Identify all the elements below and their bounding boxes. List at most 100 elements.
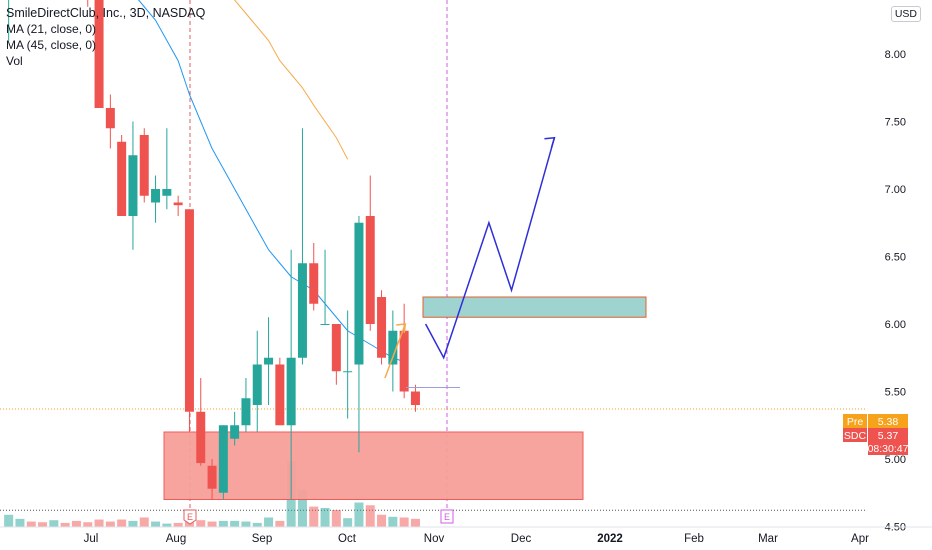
candle-body bbox=[388, 330, 398, 365]
y-tick-label: 5.50 bbox=[885, 387, 906, 399]
volume-bar bbox=[399, 517, 409, 527]
candle-body bbox=[275, 364, 285, 426]
volume-bar bbox=[320, 507, 330, 527]
y-tick-label: 7.00 bbox=[885, 184, 906, 196]
candle-body bbox=[207, 465, 217, 489]
legend-ma21[interactable]: MA (21, close, 0) bbox=[6, 22, 97, 36]
volume-bar bbox=[71, 520, 81, 527]
legend-vol[interactable]: Vol bbox=[6, 54, 23, 68]
sdc-tag-value-box bbox=[868, 428, 908, 455]
volume-bar bbox=[365, 505, 375, 527]
candle-body bbox=[128, 155, 138, 216]
volume-bar bbox=[230, 520, 240, 527]
candle-body bbox=[320, 324, 330, 325]
candle-body bbox=[264, 357, 274, 365]
volume-bar bbox=[38, 522, 48, 527]
volume-bar bbox=[162, 523, 172, 527]
volume-bar bbox=[60, 522, 70, 527]
volume-bar bbox=[4, 514, 14, 527]
volume-bar bbox=[94, 519, 104, 527]
candle-body bbox=[410, 391, 420, 405]
volume-bar bbox=[139, 517, 149, 527]
candle-body bbox=[343, 371, 353, 373]
pre-tag-label-box bbox=[843, 414, 867, 428]
candle-body bbox=[117, 141, 127, 216]
volume-bar bbox=[377, 514, 387, 527]
candle-body bbox=[218, 425, 228, 493]
volume-bar bbox=[151, 521, 161, 527]
future-earnings-marker: E bbox=[440, 509, 454, 524]
candle-body bbox=[139, 135, 149, 196]
candle-body bbox=[354, 222, 364, 365]
support-zone bbox=[163, 431, 584, 500]
x-tick-label: Apr bbox=[851, 533, 869, 545]
legend-title[interactable]: SmileDirectClub, Inc., 3D, NASDAQ bbox=[6, 6, 206, 20]
candle-body bbox=[105, 108, 115, 129]
legend-ma45[interactable]: MA (45, close, 0) bbox=[6, 38, 97, 52]
earnings-badge bbox=[183, 509, 197, 525]
sdc-tag-label-box bbox=[843, 428, 867, 442]
volume-bar bbox=[343, 518, 353, 527]
x-tick-label: Feb bbox=[684, 533, 704, 545]
target-zone bbox=[422, 296, 647, 318]
volume-bar bbox=[218, 520, 228, 527]
candle-body bbox=[399, 330, 409, 392]
earnings-badge-label: E bbox=[187, 512, 193, 522]
volume-bar bbox=[264, 517, 274, 527]
earnings-badge-label: E bbox=[444, 512, 450, 522]
time-axis[interactable]: Jul Aug Sep Oct Nov Dec 2022 Feb Mar Apr E E bbox=[0, 509, 932, 545]
volume-bar bbox=[196, 520, 206, 527]
x-tick-label: Mar bbox=[758, 533, 778, 545]
volume-bar bbox=[128, 520, 138, 527]
drawing-zones[interactable] bbox=[163, 296, 647, 500]
volume-bar bbox=[241, 521, 251, 527]
x-tick-label: Sep bbox=[252, 533, 272, 545]
volume-bar bbox=[117, 519, 127, 527]
forecast-arrow bbox=[384, 323, 406, 379]
sdc-tag-value: 5.37 bbox=[878, 430, 899, 442]
y-tick-label: 7.50 bbox=[885, 117, 906, 129]
ma21-line bbox=[137, 0, 405, 363]
candle-body bbox=[151, 189, 161, 203]
candle-body bbox=[309, 263, 319, 304]
pre-tag-label: Pre bbox=[847, 416, 864, 428]
candle-body bbox=[377, 297, 387, 358]
forecast-arrowhead bbox=[396, 323, 407, 334]
volume-bar bbox=[275, 520, 285, 527]
x-tick-label: Dec bbox=[511, 533, 532, 545]
x-tick-label: Jul bbox=[84, 533, 99, 545]
volume-bar bbox=[173, 522, 183, 527]
candle-body bbox=[286, 357, 296, 426]
volume-bar bbox=[410, 518, 420, 527]
volume-bar bbox=[252, 522, 262, 527]
currency-button[interactable]: USD bbox=[890, 6, 921, 22]
candle-body bbox=[241, 398, 251, 426]
earnings-badge bbox=[440, 509, 454, 524]
x-tick-label: Oct bbox=[338, 533, 357, 545]
x-tick-label: Aug bbox=[166, 533, 186, 545]
y-tick-label: 8.00 bbox=[885, 49, 906, 61]
volume-bar bbox=[15, 518, 25, 527]
candlesticks bbox=[8, 0, 420, 500]
candle-body bbox=[196, 411, 206, 464]
price-axis[interactable]: 4.505.005.506.006.507.007.508.008.509.00… bbox=[878, 0, 906, 534]
y-tick-label: 6.50 bbox=[885, 252, 906, 264]
volume-bar bbox=[207, 521, 217, 527]
candle-body bbox=[252, 364, 262, 405]
projection-drawings[interactable] bbox=[384, 136, 556, 388]
candle-body bbox=[297, 263, 307, 358]
ma21-path bbox=[137, 0, 405, 363]
candle-body bbox=[184, 209, 194, 412]
candle-body bbox=[230, 425, 240, 439]
candle-body bbox=[162, 189, 172, 196]
candle-body bbox=[331, 324, 341, 372]
projection-arrowhead bbox=[544, 136, 556, 148]
countdown-timer: 08:30:47 bbox=[868, 443, 909, 455]
ma45-line bbox=[233, 0, 349, 160]
pre-tag-value: 5.38 bbox=[878, 416, 899, 428]
x-tick-label: 2022 bbox=[597, 533, 623, 545]
volume-bar bbox=[309, 506, 319, 527]
volume-bar bbox=[388, 516, 398, 527]
